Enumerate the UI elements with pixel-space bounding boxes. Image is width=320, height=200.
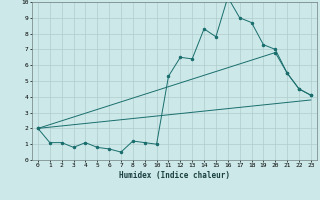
X-axis label: Humidex (Indice chaleur): Humidex (Indice chaleur) [119,171,230,180]
